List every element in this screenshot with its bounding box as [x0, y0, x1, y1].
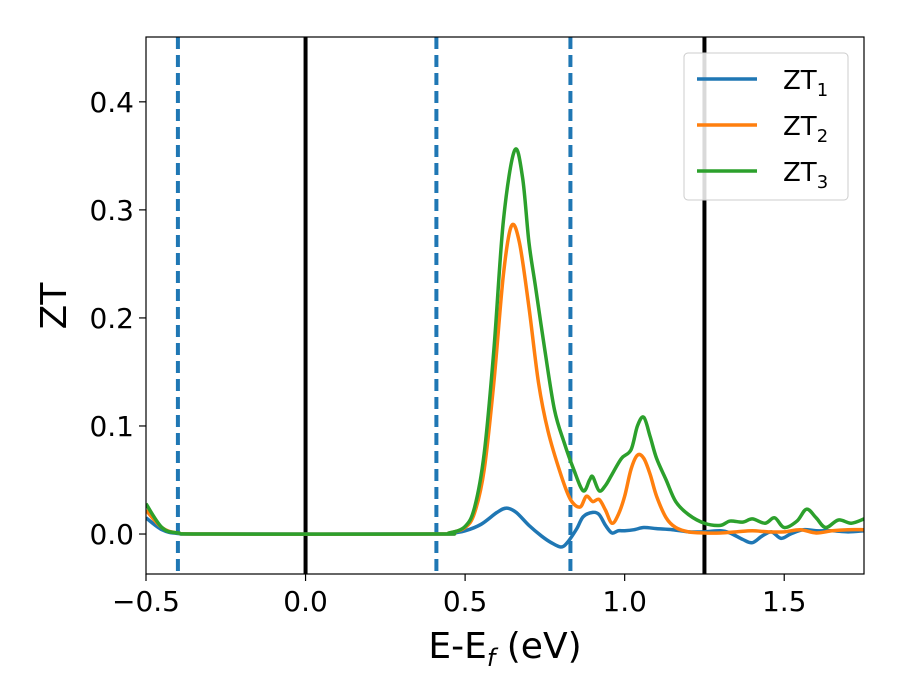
y-axis-ticks: 0.0 0.1 0.2 0.3 0.4 — [89, 86, 146, 551]
x-tick-label: 0.5 — [443, 585, 488, 618]
series-line-zt3 — [146, 147, 864, 536]
y-tick-label: 0.3 — [89, 194, 134, 227]
x-tick-label: 0.0 — [283, 585, 328, 618]
legend-label-zt3: ZT3 — [783, 158, 828, 193]
plot-frame — [145, 36, 865, 575]
y-axis-title: ZT — [34, 282, 75, 330]
y-tick-label: 0.1 — [89, 410, 134, 443]
legend: ZT1 ZT2 ZT3 — [683, 52, 849, 201]
x-axis-title-unit: (eV) — [495, 626, 581, 667]
x-axis-ticks: −0.5 0.0 0.5 1.0 1.5 — [112, 574, 806, 618]
y-tick-label: 0.0 — [89, 518, 134, 551]
series-lines — [146, 147, 864, 549]
legend-box — [683, 52, 849, 201]
legend-label-zt2: ZT2 — [783, 112, 828, 147]
x-tick-label: 1.0 — [602, 585, 647, 618]
y-tick-label: 0.2 — [89, 302, 134, 335]
x-tick-label: −0.5 — [112, 585, 180, 618]
x-axis-title: E-Ef (eV) — [428, 626, 581, 672]
y-tick-label: 0.4 — [89, 86, 134, 119]
x-tick-label: 1.5 — [762, 585, 807, 618]
legend-label-zt1: ZT1 — [783, 66, 828, 101]
x-axis-title-main: E-E — [428, 626, 486, 667]
